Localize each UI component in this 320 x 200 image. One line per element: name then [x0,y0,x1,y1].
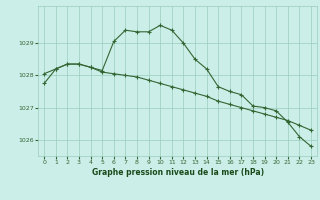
X-axis label: Graphe pression niveau de la mer (hPa): Graphe pression niveau de la mer (hPa) [92,168,264,177]
